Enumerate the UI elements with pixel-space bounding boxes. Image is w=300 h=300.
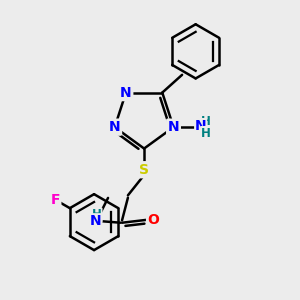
Text: N: N [168, 120, 179, 134]
Text: N: N [109, 120, 121, 134]
Text: H: H [92, 208, 102, 221]
Text: H: H [201, 127, 211, 140]
Text: O: O [148, 213, 160, 227]
Text: H: H [201, 116, 211, 128]
Text: N: N [195, 119, 206, 133]
Text: N: N [90, 214, 101, 228]
Text: S: S [139, 163, 149, 177]
Text: N: N [120, 85, 132, 100]
Text: F: F [50, 193, 60, 207]
